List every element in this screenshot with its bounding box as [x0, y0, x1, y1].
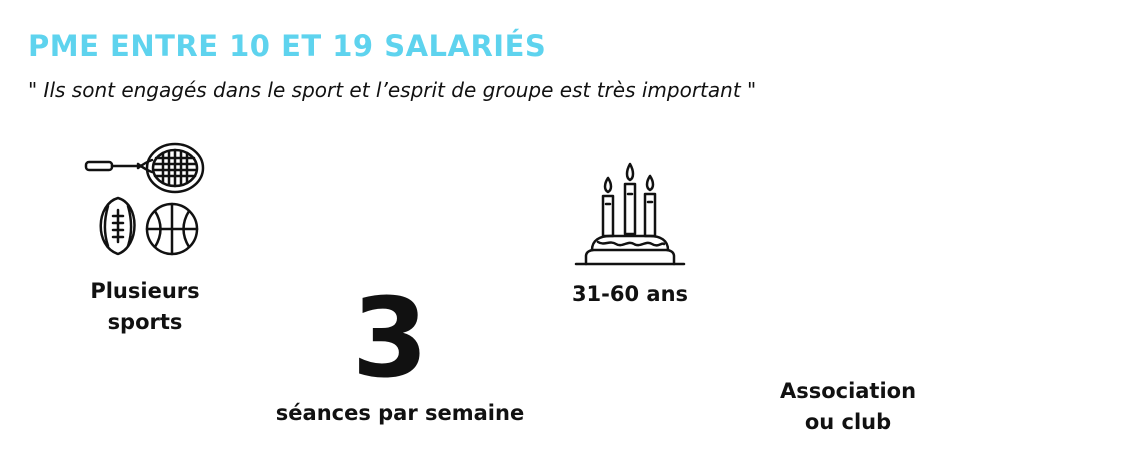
page-title: PME ENTRE 10 ET 19 SALARIÉS [28, 29, 547, 63]
sports-label-line1: Plusieurs [90, 279, 200, 303]
sessions-label: séances par semaine [275, 401, 525, 425]
sports-label-line2: sports [107, 310, 183, 334]
sessions-count: 3 [351, 274, 429, 402]
club-label: Association ou club [750, 376, 946, 438]
age-range-label: 31-60 ans [571, 282, 689, 306]
club-label-line1: Association [779, 379, 917, 403]
persona-quote: " Ils sont engagés dans le sport et l’es… [28, 78, 757, 102]
sports-equipment-icon [84, 142, 205, 256]
sports-label: Plusieurs sports [60, 276, 230, 338]
club-label-line2: ou club [804, 410, 892, 434]
birthday-cake-icon [574, 162, 686, 266]
